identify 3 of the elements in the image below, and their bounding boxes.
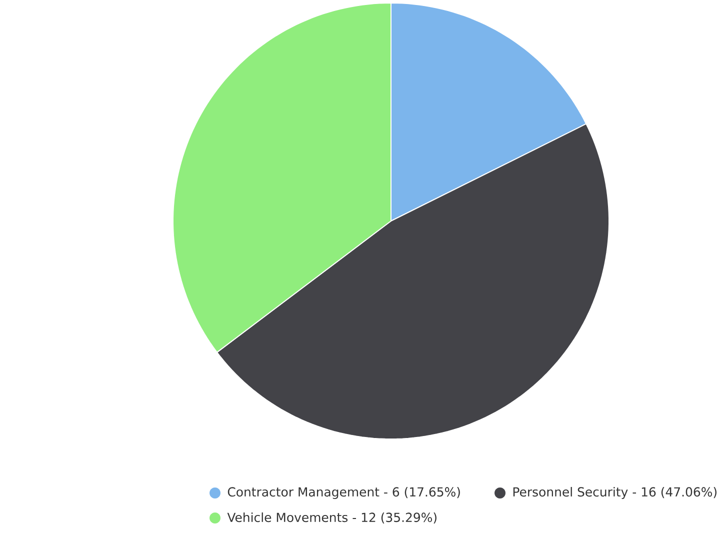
legend-label: Personnel Security - 16 (47.06%) — [513, 486, 716, 500]
legend-label: Vehicle Movements - 12 (35.29%) — [227, 512, 436, 524]
legend-label: Contractor Management - 6 (17.65%) — [228, 486, 460, 500]
